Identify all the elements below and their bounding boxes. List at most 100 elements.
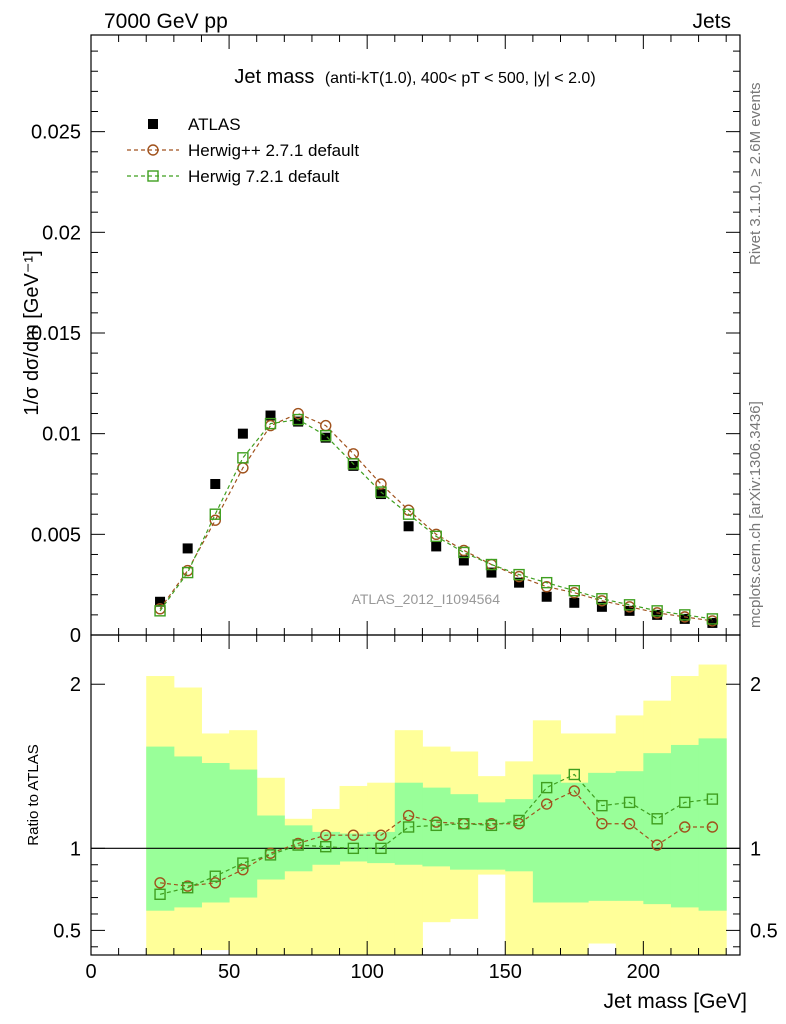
- main-point-2-0: [154, 605, 166, 617]
- inner-band-7: [339, 833, 368, 862]
- main-plot-series: [154, 407, 719, 628]
- x-tick-label: 50: [218, 961, 240, 983]
- main-point-0-15: [569, 597, 580, 608]
- main-point-1-5: [292, 407, 304, 420]
- ratio-point-1-2: [209, 870, 221, 882]
- ratio-point-1-7: [347, 842, 360, 855]
- main-point-0-20: [707, 617, 718, 628]
- main-point-0-6: [320, 432, 331, 443]
- inner-band-13: [505, 799, 534, 872]
- y-tick-label: 0.02: [42, 222, 81, 244]
- ratio-point-0-19: [679, 821, 691, 833]
- ratio-point-0-6: [320, 829, 332, 841]
- inner-band-12: [477, 802, 506, 870]
- inner-band-14: [532, 774, 561, 903]
- ratio-point-0-16: [596, 818, 608, 830]
- main-point-0-16: [596, 601, 607, 612]
- main-point-2-12: [485, 558, 498, 571]
- main-point-0-8: [375, 489, 386, 500]
- ratio-y-tick-label-left: 1: [70, 838, 81, 860]
- outer-band-7: [339, 785, 368, 955]
- main-point-1-7: [347, 448, 360, 460]
- main-series-2: [154, 413, 719, 625]
- main-point-2-17: [623, 599, 636, 611]
- main-point-0-0: [155, 596, 166, 607]
- ratio-plot-frame: [90, 634, 741, 956]
- inner-band-20: [698, 738, 727, 911]
- legend-entry-1: Herwig++ 2.7.1 default: [127, 141, 359, 160]
- inner-band-0: [146, 746, 175, 911]
- ratio-point-1-11: [458, 818, 470, 830]
- main-point-0-5: [293, 416, 304, 427]
- legend-entry-2: Herwig 7.2.1 default: [127, 167, 339, 186]
- main-point-2-3: [237, 452, 249, 464]
- main-point-1-8: [375, 478, 387, 490]
- main-point-2-11: [458, 546, 470, 559]
- main-point-2-15: [568, 585, 580, 597]
- y-axis-title: 1/σ dσ/dm [GeV⁻¹]: [21, 250, 43, 415]
- ratio-point-1-17: [623, 796, 636, 809]
- ratio-y-tick-label-left: 2: [70, 674, 81, 696]
- ratio-point-1-10: [430, 819, 442, 832]
- ratio-point-1-13: [513, 814, 525, 827]
- main-point-0-19: [679, 613, 690, 624]
- main-point-0-7: [348, 460, 359, 471]
- x-tick-label: 100: [350, 961, 383, 983]
- legend-label-2: Herwig 7.2.1 default: [188, 167, 339, 186]
- legend: ATLAS Herwig++ 2.7.1 default Herwig 7.2.1 …: [127, 115, 359, 186]
- ratio-plot-series: [154, 768, 719, 900]
- main-point-2-20: [706, 613, 719, 625]
- legend-label-0: ATLAS: [188, 115, 241, 134]
- ratio-point-1-12: [485, 819, 498, 832]
- inner-band-4: [256, 815, 285, 880]
- inner-band-3: [229, 769, 258, 898]
- main-point-0-18: [652, 609, 663, 620]
- ratio-point-1-6: [320, 840, 332, 853]
- ratio-point-1-8: [375, 842, 387, 855]
- main-point-2-6: [320, 429, 332, 442]
- main-point-2-14: [540, 576, 553, 589]
- ratio-point-0-8: [375, 829, 387, 841]
- ratio-y-tick-label-right: 0.5: [750, 920, 778, 942]
- ratio-y-tick-label-left: 0.5: [53, 920, 81, 942]
- y-tick-label: 0.015: [31, 323, 81, 345]
- outer-band-8: [367, 782, 396, 955]
- main-point-2-2: [209, 508, 221, 520]
- inner-band-9: [394, 782, 423, 865]
- ratio-point-0-14: [540, 798, 553, 810]
- ratio-point-1-9: [402, 821, 415, 833]
- main-point-2-4: [264, 417, 277, 430]
- y-tick-label: 0: [70, 625, 81, 647]
- x-tick-label: 150: [489, 961, 522, 983]
- ratio-point-1-16: [596, 799, 608, 812]
- analysis-watermark: ATLAS_2012_I1094564: [352, 591, 501, 607]
- ratio-point-0-15: [568, 785, 580, 797]
- inner-band-15: [560, 782, 589, 903]
- main-point-2-13: [513, 568, 525, 581]
- ratio-uncertainty-bands: [146, 664, 727, 955]
- inner-band-2: [201, 763, 230, 903]
- main-point-2-19: [679, 609, 691, 621]
- ratio-point-0-2: [209, 877, 221, 889]
- ratio-y-axis-title: Ratio to ATLAS: [25, 744, 42, 845]
- y-tick-label: 0.025: [31, 122, 81, 144]
- legend-marker-1: [147, 144, 159, 156]
- x-axis-title: Jet mass [GeV]: [603, 990, 747, 1013]
- main-series-line-2: [159, 418, 713, 620]
- legend-marker-0: [148, 119, 158, 129]
- mcplots-label: mcplots.cern.ch [arXiv:1306.3436]: [747, 401, 764, 628]
- ratio-point-1-4: [264, 849, 277, 861]
- main-point-0-1: [182, 543, 193, 554]
- inner-band-8: [367, 831, 396, 864]
- ratio-point-1-5: [292, 839, 304, 851]
- ratio-point-1-3: [237, 857, 249, 869]
- main-point-2-18: [651, 605, 663, 617]
- ratio-point-1-1: [181, 882, 194, 894]
- inner-band-16: [588, 772, 617, 901]
- main-point-0-10: [431, 541, 442, 552]
- main-series-0: [155, 410, 718, 628]
- main-point-2-10: [430, 530, 442, 543]
- x-tick-label: 0: [85, 961, 96, 983]
- main-point-0-9: [403, 521, 414, 532]
